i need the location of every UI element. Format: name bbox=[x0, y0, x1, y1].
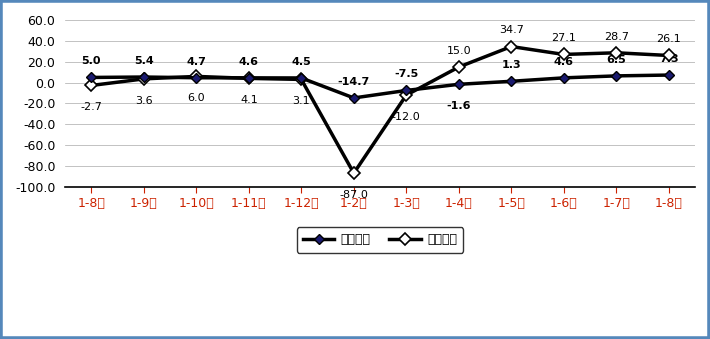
利润总额 bbox=[297, 77, 305, 81]
Text: 4.5: 4.5 bbox=[291, 57, 311, 67]
Text: 27.1: 27.1 bbox=[552, 33, 577, 43]
营业收入 bbox=[192, 76, 201, 80]
Text: 6.0: 6.0 bbox=[187, 93, 205, 103]
Text: 28.7: 28.7 bbox=[604, 32, 629, 42]
Text: 4.6: 4.6 bbox=[239, 57, 259, 67]
Text: -7.5: -7.5 bbox=[394, 69, 418, 79]
利润总额 bbox=[612, 51, 621, 55]
Text: 5.0: 5.0 bbox=[82, 56, 101, 66]
Text: -2.7: -2.7 bbox=[80, 102, 102, 112]
营业收入 bbox=[507, 79, 515, 83]
利润总额 bbox=[140, 77, 148, 81]
利润总额 bbox=[454, 65, 463, 69]
Text: 4.7: 4.7 bbox=[187, 57, 207, 67]
利润总额 bbox=[87, 83, 96, 87]
Text: 1.3: 1.3 bbox=[501, 60, 521, 70]
Text: 34.7: 34.7 bbox=[499, 25, 524, 35]
Text: 4.6: 4.6 bbox=[554, 57, 574, 67]
营业收入 bbox=[665, 73, 673, 77]
营业收入 bbox=[140, 75, 148, 79]
Text: -1.6: -1.6 bbox=[447, 101, 471, 111]
Text: 7.3: 7.3 bbox=[659, 54, 679, 64]
Text: 4.1: 4.1 bbox=[240, 95, 258, 105]
Line: 营业收入: 营业收入 bbox=[88, 72, 672, 101]
利润总额 bbox=[665, 54, 673, 58]
Text: 26.1: 26.1 bbox=[656, 34, 681, 44]
利润总额 bbox=[559, 53, 568, 57]
利润总额 bbox=[192, 74, 201, 78]
Text: 5.4: 5.4 bbox=[134, 56, 153, 66]
营业收入 bbox=[244, 76, 253, 80]
营业收入 bbox=[402, 88, 410, 93]
利润总额 bbox=[507, 44, 515, 48]
Text: 3.1: 3.1 bbox=[293, 96, 310, 106]
营业收入 bbox=[559, 76, 568, 80]
营业收入 bbox=[612, 74, 621, 78]
利润总额 bbox=[244, 76, 253, 80]
Text: -12.0: -12.0 bbox=[392, 112, 420, 122]
Text: 3.6: 3.6 bbox=[135, 96, 153, 105]
Line: 利润总额: 利润总额 bbox=[87, 42, 673, 177]
营业收入 bbox=[87, 75, 96, 79]
Text: -87.0: -87.0 bbox=[339, 190, 368, 200]
Text: 6.5: 6.5 bbox=[606, 55, 626, 65]
Text: -14.7: -14.7 bbox=[338, 77, 370, 87]
营业收入 bbox=[349, 96, 358, 100]
营业收入 bbox=[454, 82, 463, 86]
Legend: 营业收入, 利润总额: 营业收入, 利润总额 bbox=[297, 227, 463, 253]
利润总额 bbox=[349, 171, 358, 175]
Text: 15.0: 15.0 bbox=[447, 46, 471, 56]
利润总额 bbox=[402, 93, 410, 97]
营业收入 bbox=[297, 76, 305, 80]
